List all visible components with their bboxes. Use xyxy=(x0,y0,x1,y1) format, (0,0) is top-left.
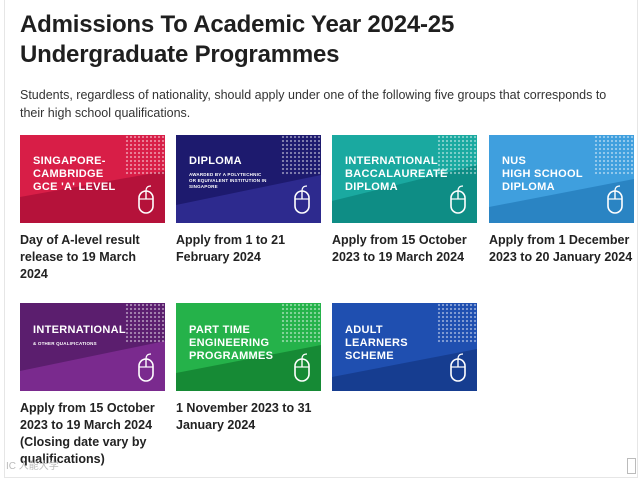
tile-part-time-engineering[interactable]: PART TIME ENGINEERING PROGRAMMES xyxy=(176,303,321,391)
mouse-icon xyxy=(138,185,154,214)
tile-line-1: ADULT xyxy=(345,324,383,336)
mouse-icon xyxy=(294,353,310,382)
tile-adult-learners[interactable]: ADULT LEARNERS SCHEME xyxy=(332,303,477,391)
tile-line-2: BACCALAUREATE xyxy=(345,168,448,180)
mouse-icon xyxy=(450,353,466,382)
tile-line-2: CAMBRIDGE xyxy=(33,168,104,180)
card-caption: 1 November 2023 to 31 January 2024 xyxy=(176,401,312,432)
tile-subtext: & OTHER QUALIFICATIONS xyxy=(33,341,97,346)
dot-pattern xyxy=(125,135,165,175)
tile-background xyxy=(176,303,321,391)
corner-mark xyxy=(627,458,636,474)
tile-line-3: DIPLOMA xyxy=(502,181,555,193)
tile-background xyxy=(489,135,634,223)
card-international[interactable]: INTERNATIONAL & OTHER QUALIFICATIONS App… xyxy=(20,303,165,468)
tile-line-1: INTERNATIONAL xyxy=(33,324,126,336)
tile-international-baccalaureate[interactable]: INTERNATIONAL BACCALAUREATE DIPLOMA xyxy=(332,135,477,223)
tile-line-2: HIGH SCHOOL xyxy=(502,168,583,180)
dot-pattern xyxy=(281,303,321,343)
mouse-icon xyxy=(294,185,310,214)
tile-line-1: NUS xyxy=(502,155,527,167)
card-caption: Apply from 15 October 2023 to 19 March 2… xyxy=(332,233,467,264)
tile-nus-high-school[interactable]: NUS HIGH SCHOOL DIPLOMA xyxy=(489,135,634,223)
card-adult-learners[interactable]: ADULT LEARNERS SCHEME xyxy=(332,303,477,400)
card-caption: Day of A-level result release to 19 Marc… xyxy=(20,233,140,281)
card-caption: Apply from 1 to 21 February 2024 xyxy=(176,233,286,264)
card-part-time-engineering[interactable]: PART TIME ENGINEERING PROGRAMMES 1 Novem… xyxy=(176,303,321,434)
card-international-baccalaureate[interactable]: INTERNATIONAL BACCALAUREATE DIPLOMA Appl… xyxy=(332,135,477,266)
dot-pattern xyxy=(125,303,165,343)
tile-background xyxy=(332,303,477,391)
dot-pattern xyxy=(594,135,634,175)
tile-line-3: DIPLOMA xyxy=(345,181,398,193)
tile-background xyxy=(20,303,165,391)
tile-line-3: PROGRAMMES xyxy=(189,350,274,362)
tile-singapore-cambridge[interactable]: SINGAPORE- CAMBRIDGE GCE 'A' LEVEL xyxy=(20,135,165,223)
card-caption: Apply from 15 October 2023 to 19 March 2… xyxy=(20,401,155,466)
intro-text: Students, regardless of nationality, sho… xyxy=(20,88,607,120)
dot-pattern xyxy=(437,303,477,343)
card-caption: Apply from 1 December 2023 to 20 January… xyxy=(489,233,633,264)
card-nus-high-school[interactable]: NUS HIGH SCHOOL DIPLOMA Apply from 1 Dec… xyxy=(489,135,634,266)
tile-line-2: LEARNERS xyxy=(345,337,408,349)
tile-international[interactable]: INTERNATIONAL & OTHER QUALIFICATIONS xyxy=(20,303,165,391)
tile-line-1: DIPLOMA xyxy=(189,155,242,167)
card-diploma[interactable]: DIPLOMA AWARDED BY A POLYTECHNIC OR EQUI… xyxy=(176,135,321,266)
mouse-icon xyxy=(138,353,154,382)
dot-pattern xyxy=(281,135,321,175)
tile-background xyxy=(332,135,477,223)
page-frame xyxy=(4,0,638,478)
tile-line-1: SINGAPORE- xyxy=(33,155,106,167)
dot-pattern xyxy=(437,135,477,175)
tile-line-3: SCHEME xyxy=(345,350,394,362)
tile-background xyxy=(176,135,321,223)
tile-diploma[interactable]: DIPLOMA AWARDED BY A POLYTECHNIC OR EQUI… xyxy=(176,135,321,223)
tile-line-1: INTERNATIONAL xyxy=(345,155,438,167)
tile-line-3: GCE 'A' LEVEL xyxy=(33,181,116,193)
card-singapore-cambridge[interactable]: SINGAPORE- CAMBRIDGE GCE 'A' LEVEL Day o… xyxy=(20,135,165,283)
mouse-icon xyxy=(450,185,466,214)
page-title: Admissions To Academic Year 2024-25 Unde… xyxy=(20,11,455,68)
mouse-icon xyxy=(607,185,623,214)
watermark: IC 人能大学 xyxy=(6,461,59,472)
tile-line-1: PART TIME xyxy=(189,324,251,336)
tile-subtext: AWARDED BY A POLYTECHNIC OR EQUIVALENT I… xyxy=(189,172,267,189)
tile-line-2: ENGINEERING xyxy=(189,337,270,349)
tile-background xyxy=(20,135,165,223)
